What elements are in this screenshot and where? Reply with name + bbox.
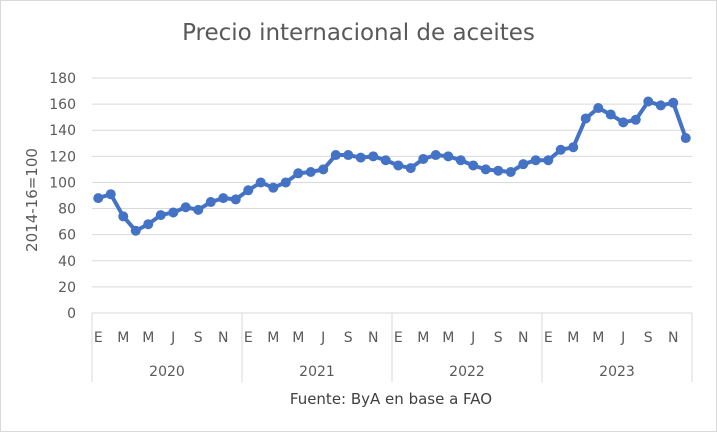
- data-point: [118, 211, 129, 222]
- x-year-label: 2023: [599, 364, 635, 380]
- x-tick-label: S: [194, 330, 203, 346]
- data-point: [205, 197, 216, 208]
- x-tick-label: J: [470, 330, 475, 346]
- data-point: [143, 219, 154, 230]
- data-point: [430, 150, 441, 161]
- x-tick-label: M: [442, 330, 454, 346]
- data-point: [668, 97, 679, 108]
- data-point: [105, 189, 116, 200]
- data-point: [443, 151, 454, 162]
- y-tick-label: 20: [58, 280, 76, 296]
- data-point: [555, 144, 566, 155]
- data-point: [543, 155, 554, 166]
- data-point: [243, 185, 254, 196]
- x-tick-label: S: [644, 330, 653, 346]
- data-point: [355, 152, 366, 163]
- x-tick-label: E: [244, 330, 253, 346]
- data-point: [455, 155, 466, 166]
- data-point: [605, 109, 616, 120]
- x-tick-label: M: [417, 330, 429, 346]
- series-group: [93, 96, 691, 236]
- x-tick-label: N: [518, 330, 528, 346]
- data-point: [518, 159, 529, 170]
- source-note: Fuente: ByA en base a FAO: [289, 390, 493, 408]
- data-point: [393, 160, 404, 171]
- y-tick-label: 160: [49, 97, 76, 113]
- y-tick-label: 100: [49, 175, 76, 191]
- y-tick-label: 80: [58, 202, 76, 218]
- x-tick-label: N: [218, 330, 228, 346]
- x-tick-label: M: [267, 330, 279, 346]
- x-tick-label: M: [292, 330, 304, 346]
- data-point: [468, 160, 479, 171]
- x-tick-label: S: [494, 330, 503, 346]
- x-tick-label: M: [592, 330, 604, 346]
- data-point: [405, 163, 416, 174]
- data-point: [368, 151, 379, 162]
- data-point: [655, 100, 666, 111]
- x-tick-label: N: [668, 330, 678, 346]
- data-point: [93, 193, 104, 204]
- x-tick-label: M: [567, 330, 579, 346]
- data-point: [168, 207, 179, 218]
- data-point: [480, 164, 491, 175]
- data-point: [343, 150, 354, 161]
- y-tick-label: 60: [58, 228, 76, 244]
- data-point: [280, 177, 291, 188]
- x-tick-label: J: [620, 330, 625, 346]
- data-point: [305, 167, 316, 177]
- data-point: [130, 225, 141, 236]
- data-point: [218, 193, 229, 204]
- data-point: [230, 194, 241, 205]
- y-axis-ticks: 0 20 40 60 80 100 120 140 160 180: [49, 71, 76, 322]
- x-tick-label: M: [117, 330, 129, 346]
- data-point: [505, 167, 516, 177]
- y-tick-label: 180: [49, 71, 76, 87]
- data-point: [630, 114, 641, 125]
- data-point: [580, 113, 591, 124]
- y-tick-label: 140: [49, 123, 76, 139]
- gridlines: [92, 77, 692, 314]
- data-point: [255, 177, 266, 188]
- x-tick-label: E: [544, 330, 553, 346]
- x-year-label: 2020: [149, 364, 185, 380]
- data-point: [618, 117, 629, 128]
- data-point: [493, 165, 504, 176]
- x-tick-label: E: [94, 330, 103, 346]
- data-point: [380, 155, 391, 166]
- y-tick-label: 120: [49, 149, 76, 165]
- x-year-label: 2021: [299, 364, 335, 380]
- data-point: [180, 202, 191, 213]
- y-tick-label: 40: [58, 254, 76, 270]
- x-year-label: 2022: [449, 364, 485, 380]
- data-point: [418, 153, 429, 164]
- data-point: [318, 164, 329, 175]
- data-point: [293, 168, 304, 179]
- x-tick-label: N: [368, 330, 378, 346]
- data-point: [643, 96, 654, 107]
- x-tick-label: E: [394, 330, 403, 346]
- data-point: [568, 142, 579, 153]
- data-point: [155, 210, 166, 221]
- chart-title: Precio internacional de aceites: [182, 20, 535, 46]
- x-tick-label: S: [344, 330, 353, 346]
- x-tick-label: M: [142, 330, 154, 346]
- x-tick-label: J: [320, 330, 325, 346]
- data-point: [593, 103, 604, 114]
- y-axis-label: 2014-16=100: [23, 148, 41, 252]
- data-point: [530, 155, 541, 166]
- x-tick-label: J: [170, 330, 175, 346]
- data-point: [330, 150, 341, 161]
- data-point: [193, 204, 204, 215]
- data-point: [268, 182, 279, 193]
- data-point: [680, 133, 691, 144]
- y-tick-label: 0: [67, 306, 76, 322]
